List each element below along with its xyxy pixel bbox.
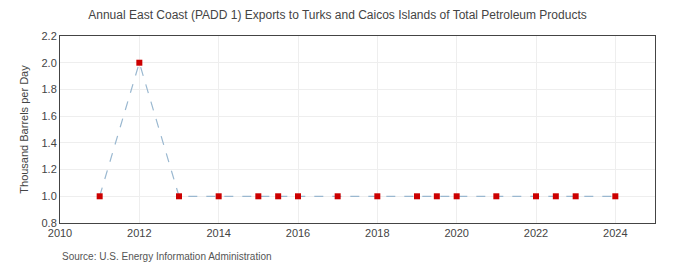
- svg-text:2016: 2016: [286, 227, 310, 239]
- svg-text:Thousand Barrels per Day: Thousand Barrels per Day: [18, 65, 30, 194]
- svg-text:1.4: 1.4: [42, 137, 57, 149]
- svg-text:1.6: 1.6: [42, 110, 57, 122]
- svg-text:0.8: 0.8: [42, 217, 57, 229]
- svg-text:2012: 2012: [127, 227, 151, 239]
- svg-text:1.2: 1.2: [42, 163, 57, 175]
- svg-text:Annual East Coast (PADD 1) Exp: Annual East Coast (PADD 1) Exports to Tu…: [88, 8, 586, 22]
- svg-text:1.8: 1.8: [42, 83, 57, 95]
- svg-text:2.2: 2.2: [42, 30, 57, 42]
- svg-text:2010: 2010: [48, 227, 72, 239]
- svg-text:2024: 2024: [603, 227, 627, 239]
- svg-text:2014: 2014: [206, 227, 230, 239]
- svg-text:Source: U.S. Energy Informatio: Source: U.S. Energy Information Administ…: [62, 251, 272, 262]
- svg-text:1.0: 1.0: [42, 190, 57, 202]
- svg-text:2020: 2020: [444, 227, 468, 239]
- svg-text:2.0: 2.0: [42, 57, 57, 69]
- svg-text:2022: 2022: [524, 227, 548, 239]
- svg-text:2018: 2018: [365, 227, 389, 239]
